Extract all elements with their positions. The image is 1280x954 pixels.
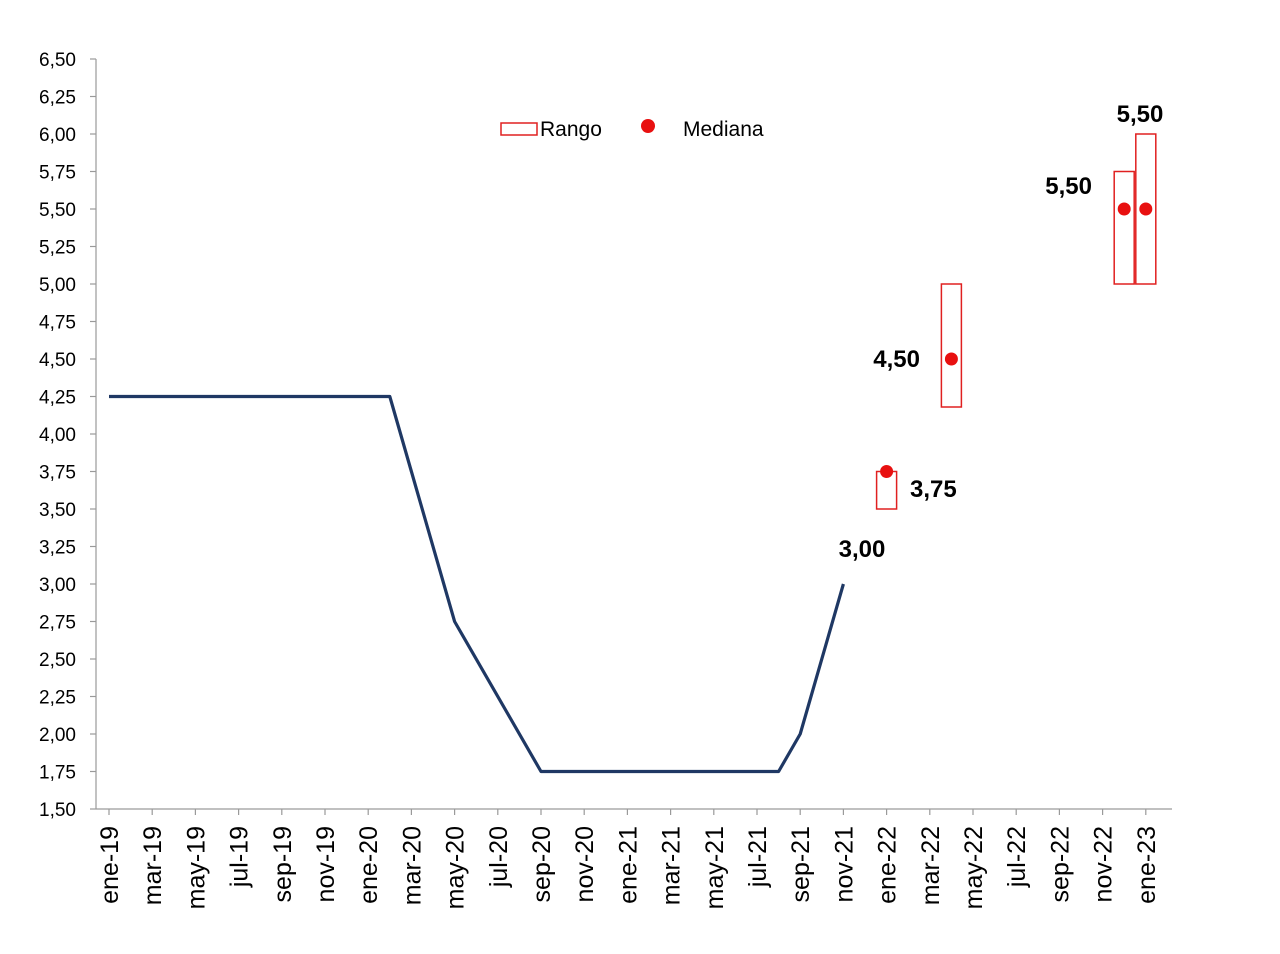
range-box [1113, 170, 1135, 285]
y-tick-label: 2,00 [39, 725, 76, 746]
y-tick-label: 1,50 [39, 800, 76, 821]
x-tick-label: nov-21 [830, 826, 858, 902]
x-tick-label: may-21 [701, 826, 729, 909]
y-axis-ticks: 1,50 1,75 2,00 2,25 2,50 2,75 3,00 3,25 3,50 3,75… [39, 50, 96, 821]
legend-median-marker [641, 119, 655, 133]
legend-range-label: Rango [540, 118, 602, 141]
x-tick-label: jul-21 [744, 826, 772, 888]
median-marker [1117, 202, 1131, 216]
x-tick-label: ene-21 [614, 826, 642, 904]
x-tick-label: ene-19 [96, 826, 124, 904]
axes [95, 59, 1172, 810]
y-tick-label: 2,25 [39, 688, 76, 709]
range-box [940, 283, 963, 408]
legend-range-swatch [500, 122, 538, 136]
y-tick-label: 6,50 [39, 50, 76, 71]
label-dic22-median: 5,50 [1045, 173, 1092, 200]
x-tick-label: sep-20 [528, 826, 556, 902]
x-tick-label: ene-20 [355, 826, 383, 904]
label-ene22-median: 3,75 [910, 476, 957, 503]
y-tick-label: 4,50 [39, 350, 76, 371]
policy-rate-line [109, 394, 845, 774]
y-tick-label: 3,00 [39, 575, 76, 596]
y-tick-label: 3,75 [39, 463, 76, 484]
y-tick-label: 4,75 [39, 313, 76, 334]
y-tick-label: 5,00 [39, 275, 76, 296]
y-tick-label: 2,75 [39, 613, 76, 634]
x-tick-label: jul-22 [1003, 826, 1031, 888]
y-tick-label: 4,25 [39, 388, 76, 409]
y-tick-label: 6,25 [39, 88, 76, 109]
x-tick-label: nov-20 [571, 826, 599, 902]
y-tick-label: 5,25 [39, 238, 76, 259]
x-tick-label: ene-23 [1133, 826, 1161, 904]
median-marker [880, 465, 894, 478]
median-marker [944, 352, 958, 366]
label-ene23-median: 5,50 [1117, 101, 1164, 128]
x-tick-label: mar-19 [139, 826, 167, 905]
x-tick-label: mar-21 [658, 826, 686, 905]
y-tick-label: 2,50 [39, 650, 76, 671]
legend-median-label: Mediana [683, 118, 764, 141]
y-tick-label: 6,00 [39, 125, 76, 146]
x-tick-label: may-22 [960, 826, 988, 909]
series-layer [109, 394, 845, 774]
label-last-actual: 3,00 [839, 536, 886, 563]
y-tick-label: 5,75 [39, 163, 76, 184]
y-tick-label: 3,25 [39, 538, 76, 559]
x-tick-label: nov-19 [312, 826, 340, 902]
median-marker [1139, 202, 1153, 216]
label-abr22-median: 4,50 [873, 346, 920, 373]
x-tick-label: mar-22 [917, 826, 945, 905]
x-tick-label: may-19 [182, 826, 210, 909]
range-layer [875, 133, 1157, 510]
x-axis-ticks: ene-19 mar-19 may-19 jul-19 sep-19 nov-19 ene-… [96, 809, 1161, 909]
x-tick-label: may-20 [442, 826, 470, 909]
y-tick-label: 5,50 [39, 200, 76, 221]
y-tick-label: 3,50 [39, 500, 76, 521]
x-tick-label: sep-22 [1046, 826, 1074, 902]
x-tick-label: sep-21 [787, 826, 815, 902]
x-tick-label: jul-19 [226, 826, 254, 888]
x-tick-label: jul-20 [485, 826, 513, 888]
x-tick-label: sep-19 [269, 826, 297, 902]
x-tick-label: ene-22 [874, 826, 902, 904]
y-tick-label: 1,75 [39, 763, 76, 784]
x-tick-label: mar-20 [398, 826, 426, 905]
y-tick-label: 4,00 [39, 425, 76, 446]
legend: Rango Mediana [500, 118, 764, 141]
x-tick-label: nov-22 [1090, 826, 1118, 902]
